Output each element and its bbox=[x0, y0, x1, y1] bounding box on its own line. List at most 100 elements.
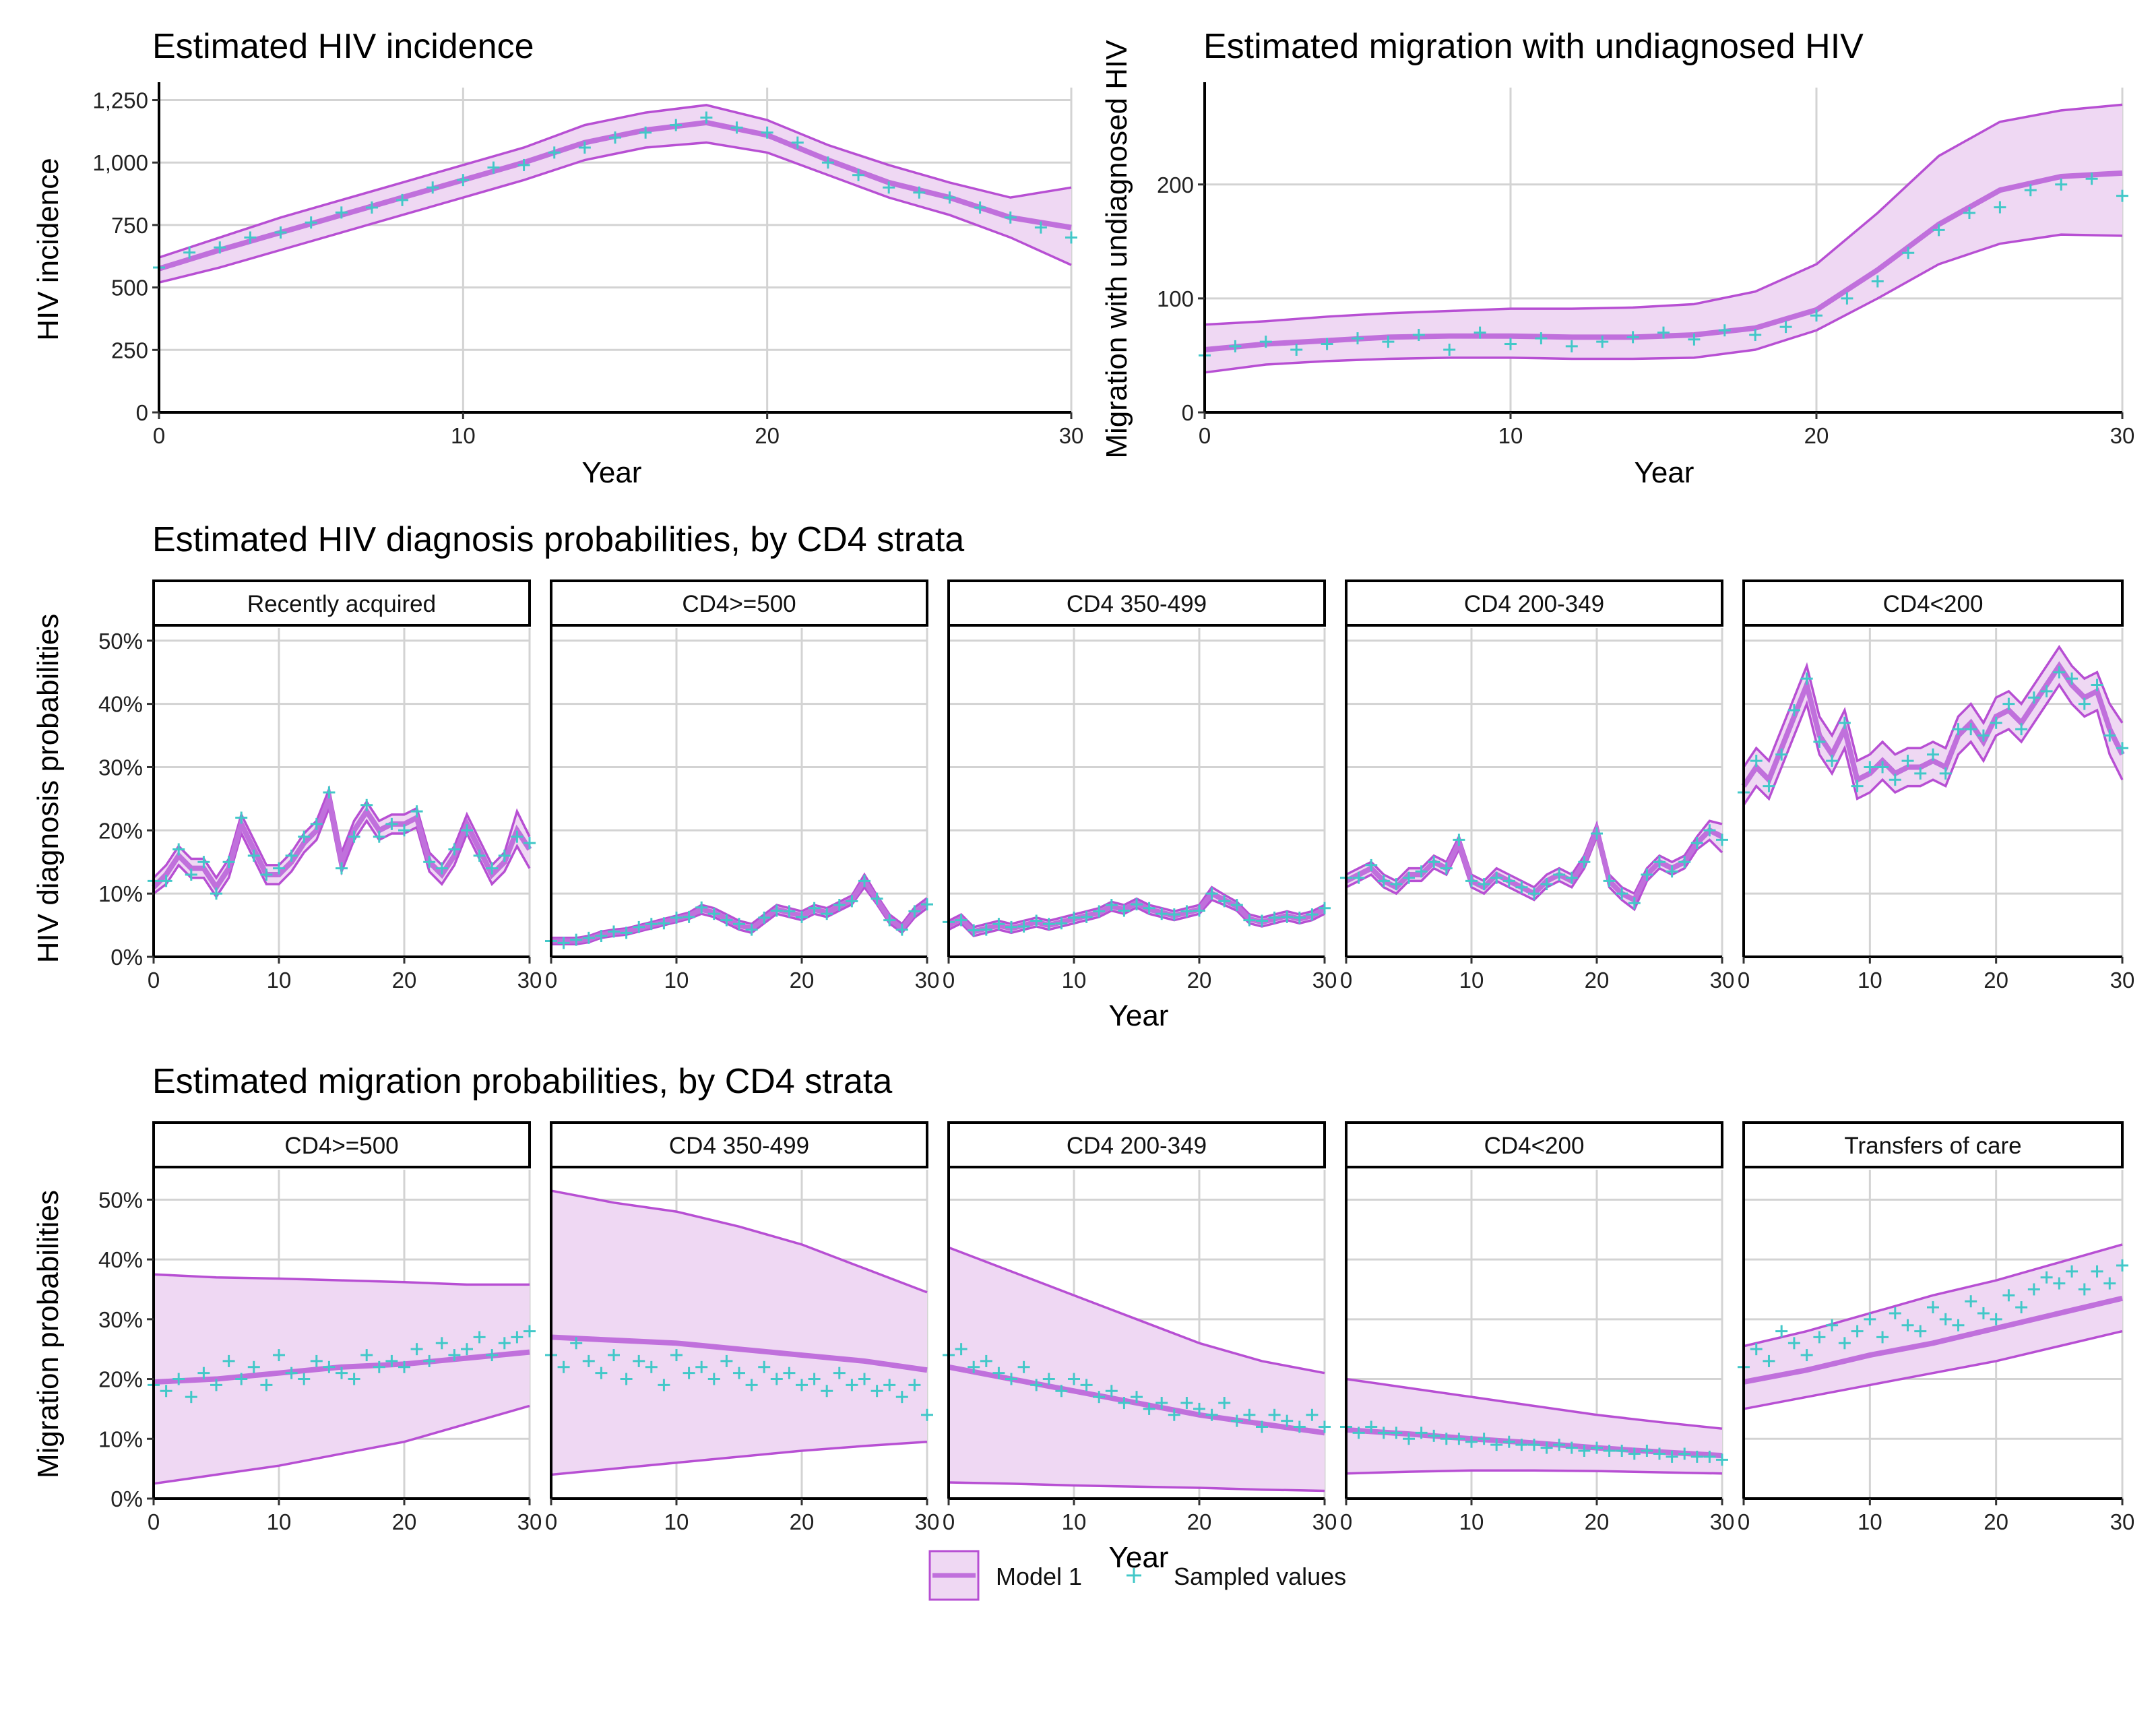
xlabel-migration-undiagnosed: Year bbox=[1635, 456, 1694, 489]
diagnosis-facet-5-sampled-point bbox=[2027, 691, 2040, 704]
migration-facet-1-sampled-point bbox=[348, 1373, 360, 1385]
diagnosis-facet-5-sampled-point bbox=[1838, 716, 1851, 729]
incidence-ytick-label: 0 bbox=[136, 400, 148, 425]
migration-facet-2-band bbox=[551, 1191, 927, 1475]
diagnosis-facet-1-sampled-point bbox=[498, 849, 511, 862]
migration-facet-1-sampled-point bbox=[398, 1360, 410, 1373]
diagnosis-facet-5-sampled-point bbox=[1965, 723, 1977, 736]
diagnosis-facet-3-sampled-point bbox=[1080, 910, 1093, 923]
diagnosis-facet-4-sampled-point bbox=[1666, 865, 1678, 878]
diagnosis-facet-3-sampled-point bbox=[1205, 887, 1218, 900]
migration-undiagnosed-sampled-point bbox=[1596, 336, 1609, 348]
diagnosis-facet-3-xtick-label: 10 bbox=[1062, 968, 1087, 993]
migration-facet-2-sampled-point bbox=[770, 1373, 783, 1385]
diagnosis-facet-4-sampled-point bbox=[1440, 862, 1453, 875]
migration-facet-5-sampled-point bbox=[1965, 1295, 1977, 1308]
incidence-ytick-label: 750 bbox=[111, 213, 148, 238]
migration-undiagnosed-xtick-label: 0 bbox=[1199, 423, 1211, 448]
diagnosis-facet-4-sampled-point bbox=[1578, 856, 1591, 869]
diagnosis-facet-2-sampled-point bbox=[645, 918, 658, 931]
migration-undiagnosed-sampled-point bbox=[1443, 343, 1456, 356]
migration-facet-5-xtick-label: 0 bbox=[1738, 1509, 1750, 1534]
diagnosis-facet-5-sampled-point bbox=[2078, 697, 2091, 710]
diagnosis-facet-4-sampled-point bbox=[1453, 834, 1465, 846]
incidence-sampled-point bbox=[274, 226, 287, 239]
migration-undiagnosed-sampled-point bbox=[1382, 336, 1395, 348]
migration-undiagnosed-sampled-point bbox=[1749, 328, 1762, 341]
diagnosis-facet-2-sampled-point bbox=[821, 908, 833, 920]
diagnosis-facet-2-sampled-point bbox=[758, 911, 771, 924]
diagnosis-facet-1-sampled-point bbox=[235, 811, 248, 824]
diagnosis-facet-2-sampled-point bbox=[770, 904, 783, 917]
ylabel-incidence: HIV incidence bbox=[32, 158, 65, 340]
migration-facet-3-sampled-point bbox=[1105, 1385, 1118, 1398]
migration-facet-4-sampled-point bbox=[1490, 1439, 1503, 1451]
diagnosis-facet-4-sampled-point bbox=[1415, 865, 1428, 878]
diagnosis-facet-2-sampled-point bbox=[658, 917, 670, 930]
migration-facet-2-sampled-point bbox=[821, 1385, 833, 1398]
migration-facet-4-sampled-point bbox=[1540, 1441, 1553, 1454]
migration-facet-5-strip-label: Transfers of care bbox=[1844, 1133, 2021, 1159]
diagnosis-facet-4-sampled-point bbox=[1716, 834, 1728, 846]
migration-undiagnosed-sampled-point bbox=[2085, 172, 2098, 185]
diagnosis-facet-3-sampled-point bbox=[1055, 917, 1068, 930]
diagnosis-facet-4-xtick-label: 0 bbox=[1340, 968, 1352, 993]
migration-facet-3-sampled-point bbox=[1068, 1373, 1080, 1385]
diagnosis-facet-4-sampled-point bbox=[1591, 827, 1603, 840]
diagnosis-facet-5-sampled-point bbox=[1977, 729, 1990, 742]
diagnosis-facet-2-sampled-point bbox=[870, 892, 883, 905]
diagnosis-facet-2-sampled-point bbox=[921, 898, 933, 911]
incidence-sampled-point bbox=[517, 158, 530, 171]
diagnosis-facet-4-xtick-label: 10 bbox=[1459, 968, 1484, 993]
migration-facet-3-xtick-label: 30 bbox=[1312, 1509, 1337, 1534]
diagnosis-facet-3-sampled-point bbox=[968, 924, 980, 937]
diagnosis-facet-4-xtick-label: 20 bbox=[1585, 968, 1610, 993]
migration-undiagnosed-sampled-point bbox=[2055, 178, 2068, 191]
migration-facet-1-sampled-point bbox=[373, 1360, 385, 1373]
diagnosis-facet-5-xtick-label: 0 bbox=[1738, 968, 1750, 993]
migration-facet-2-lower-line bbox=[550, 1440, 928, 1476]
diagnosis-facet-1-xtick-label: 20 bbox=[392, 968, 417, 993]
diagnosis-facet-1-sampled-point bbox=[298, 830, 311, 843]
migration-undiagnosed-sampled-point bbox=[1688, 333, 1701, 346]
diagnosis-facet-1-ytick-label: 20% bbox=[98, 818, 143, 843]
diagnosis-facet-5-lower-line bbox=[1742, 683, 2124, 806]
incidence-sampled-point bbox=[1034, 221, 1047, 234]
diagnosis-facet-5-sampled-point bbox=[1939, 767, 1952, 780]
migration-facet-1-sampled-point bbox=[435, 1337, 448, 1350]
incidence-sampled-point bbox=[578, 141, 591, 154]
migration-facet-4-sampled-point bbox=[1553, 1439, 1566, 1451]
diagnosis-facet-3-sampled-point bbox=[1218, 895, 1231, 908]
title-incidence: Estimated HIV incidence bbox=[152, 27, 534, 66]
diagnosis-facet-1-median-line bbox=[152, 789, 532, 893]
migration-facet-3-xtick-label: 0 bbox=[943, 1509, 955, 1534]
diagnosis-facet-5-panel: 0 10 20 30 CD4<200 bbox=[1738, 579, 2134, 993]
diagnosis-facet-4-sampled-point bbox=[1616, 887, 1628, 900]
migration-undiagnosed-sampled-point bbox=[2116, 189, 2128, 202]
diagnosis-facet-4-sampled-point bbox=[1490, 871, 1503, 884]
diagnosis-facet-4-sampled-point bbox=[1678, 856, 1691, 869]
migration-facet-5-strip bbox=[1742, 1121, 2124, 1168]
diagnosis-facet-1-sampled-point bbox=[423, 856, 436, 869]
migration-facet-3-sampled-point bbox=[1005, 1373, 1017, 1385]
migration-facet-2-sampled-point bbox=[670, 1349, 683, 1362]
migration-facet-3-sampled-point bbox=[1017, 1360, 1030, 1373]
migration-undiagnosed-xtick-label: 10 bbox=[1498, 423, 1523, 448]
diagnosis-facet-1-ytick-label: 30% bbox=[98, 755, 143, 780]
diagnosis-facet-3-sampled-point bbox=[1143, 902, 1155, 914]
migration-facet-4-sampled-point bbox=[1578, 1445, 1591, 1457]
diagnosis-facet-5-sampled-point bbox=[2002, 697, 2015, 710]
diagnosis-facet-2-sampled-point bbox=[745, 923, 758, 936]
diagnosis-facet-3-sampled-point bbox=[1268, 911, 1281, 924]
diagnosis-facet-1-sampled-point bbox=[310, 817, 323, 830]
migration-facet-5-sampled-point bbox=[1939, 1313, 1952, 1325]
migration-facet-1-sampled-point bbox=[524, 1325, 536, 1338]
migration-undiagnosed-ytick-label: 100 bbox=[1157, 286, 1194, 311]
migration-facet-4-sampled-point bbox=[1690, 1450, 1703, 1463]
diagnosis-facet-1-sampled-point bbox=[172, 843, 185, 856]
diagnosis-facet-2-strip-label: CD4>=500 bbox=[682, 591, 796, 617]
diagnosis-facet-3-sampled-point bbox=[992, 918, 1005, 931]
incidence-ytick-label: 500 bbox=[111, 276, 148, 301]
migration-facet-3-sampled-point bbox=[1230, 1414, 1243, 1427]
